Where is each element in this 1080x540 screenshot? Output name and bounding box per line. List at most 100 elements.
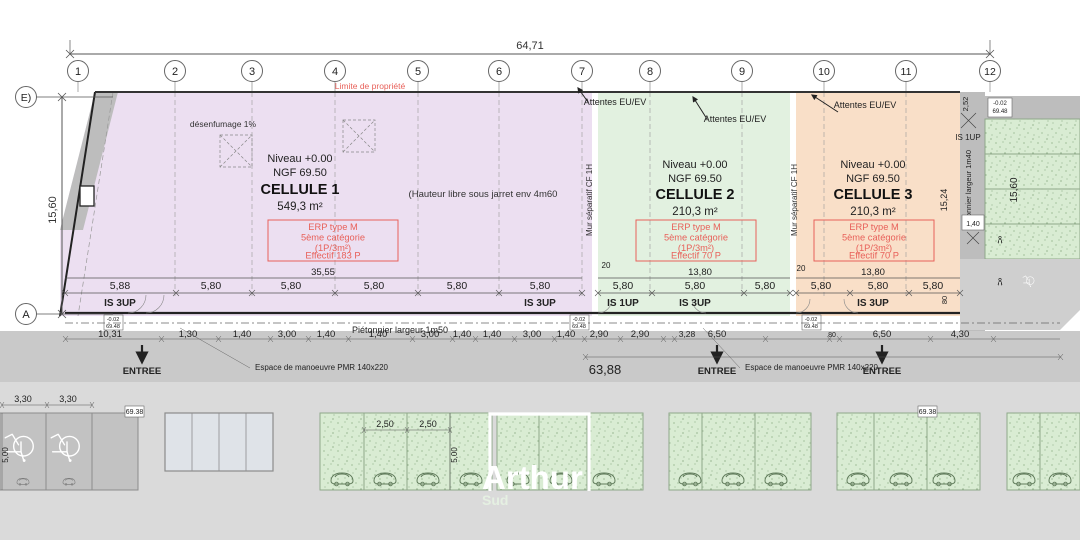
svg-text:15,60: 15,60 xyxy=(1009,177,1020,202)
svg-text:Espace de manoeuvre PMR 140x22: Espace de manoeuvre PMR 140x220 xyxy=(255,363,389,372)
svg-text:IS 1UP: IS 1UP xyxy=(955,133,980,142)
svg-text:12: 12 xyxy=(984,66,996,78)
svg-text:1,30: 1,30 xyxy=(179,329,198,340)
svg-text:Mur séparatif CF 1H: Mur séparatif CF 1H xyxy=(585,164,594,236)
svg-text:Sud: Sud xyxy=(482,492,508,508)
svg-text:63,88: 63,88 xyxy=(589,362,622,377)
svg-text:ENTREE: ENTREE xyxy=(123,366,162,377)
svg-text:4,30: 4,30 xyxy=(951,329,970,340)
svg-text:Niveau +0.00: Niveau +0.00 xyxy=(662,159,727,171)
svg-text:11: 11 xyxy=(901,66,912,78)
svg-text:15,24: 15,24 xyxy=(939,189,949,212)
svg-text:5ème catégorie: 5ème catégorie xyxy=(301,233,365,243)
svg-text:20: 20 xyxy=(602,261,611,270)
svg-text:IS 1UP: IS 1UP xyxy=(607,298,639,309)
svg-text:5,80: 5,80 xyxy=(613,280,634,292)
svg-text:6,50: 6,50 xyxy=(708,329,727,340)
svg-text:Espace de manoeuvre PMR 140x22: Espace de manoeuvre PMR 140x220 xyxy=(745,363,879,372)
svg-text:7: 7 xyxy=(579,66,585,78)
svg-text:3,00: 3,00 xyxy=(421,329,440,340)
svg-text:4: 4 xyxy=(332,66,338,78)
svg-text:2,90: 2,90 xyxy=(590,329,609,340)
svg-text:5,80: 5,80 xyxy=(685,280,706,292)
svg-text:NGF 69.50: NGF 69.50 xyxy=(273,167,327,179)
svg-text:549,3 m²: 549,3 m² xyxy=(277,201,323,213)
svg-text:Limite de propriété: Limite de propriété xyxy=(335,81,406,91)
svg-text:1,40: 1,40 xyxy=(557,329,576,340)
svg-text:10: 10 xyxy=(818,66,830,78)
svg-text:1,40: 1,40 xyxy=(453,329,472,340)
svg-text:3,00: 3,00 xyxy=(278,329,297,340)
svg-text:ERP type M: ERP type M xyxy=(849,222,898,232)
svg-text:-0.02: -0.02 xyxy=(805,317,818,323)
svg-text:(Hauteur libre sous jarret env: (Hauteur libre sous jarret env 4m60 xyxy=(409,189,558,200)
svg-text:Attentes EU/EV: Attentes EU/EV xyxy=(704,114,767,124)
svg-text:13,80: 13,80 xyxy=(688,267,712,278)
svg-text:IS 3UP: IS 3UP xyxy=(679,298,711,309)
svg-text:IS 3UP: IS 3UP xyxy=(524,298,556,309)
svg-text:15,60: 15,60 xyxy=(47,196,59,224)
svg-text:IS 3UP: IS 3UP xyxy=(104,298,136,309)
svg-text:Niveau +0.00: Niveau +0.00 xyxy=(840,159,905,171)
svg-text:2,52: 2,52 xyxy=(961,97,970,112)
svg-text:5,00: 5,00 xyxy=(450,447,459,463)
svg-text:A: A xyxy=(22,309,30,321)
svg-text:210,3 m²: 210,3 m² xyxy=(850,206,896,218)
svg-text:ERP type M: ERP type M xyxy=(308,222,357,232)
svg-text:5,80: 5,80 xyxy=(530,280,551,292)
svg-text:désenfumage 1%: désenfumage 1% xyxy=(190,119,257,129)
svg-text:3: 3 xyxy=(249,66,255,78)
svg-text:6: 6 xyxy=(496,66,502,78)
svg-text:5,80: 5,80 xyxy=(755,280,776,292)
svg-text:Effectif 70 P: Effectif 70 P xyxy=(671,251,721,261)
svg-text:5ème catégorie: 5ème catégorie xyxy=(842,233,906,243)
svg-text:80: 80 xyxy=(940,296,949,304)
svg-text:64,71: 64,71 xyxy=(516,40,544,52)
svg-text:-0.02: -0.02 xyxy=(993,101,1007,107)
svg-text:69.38: 69.38 xyxy=(919,409,937,416)
svg-text:8: 8 xyxy=(647,66,653,78)
svg-text:13,80: 13,80 xyxy=(861,267,885,278)
svg-text:9: 9 xyxy=(739,66,745,78)
svg-text:IS 3UP: IS 3UP xyxy=(857,298,889,309)
svg-text:5,80: 5,80 xyxy=(447,280,468,292)
svg-text:NGF 69.50: NGF 69.50 xyxy=(668,173,722,185)
svg-text:5,80: 5,80 xyxy=(364,280,385,292)
svg-text:10,31: 10,31 xyxy=(98,329,122,340)
svg-text:5: 5 xyxy=(415,66,421,78)
svg-text:3,30: 3,30 xyxy=(14,394,32,404)
svg-text:5,00: 5,00 xyxy=(1,447,10,463)
svg-text:E): E) xyxy=(21,92,32,104)
svg-text:1,40: 1,40 xyxy=(369,329,388,340)
svg-text:80: 80 xyxy=(828,332,836,339)
svg-text:2: 2 xyxy=(172,66,178,78)
svg-text:Effectif 183 P: Effectif 183 P xyxy=(305,251,360,261)
svg-text:Niveau +0.00: Niveau +0.00 xyxy=(267,153,332,165)
svg-text:1,40: 1,40 xyxy=(483,329,502,340)
svg-text:1: 1 xyxy=(75,66,81,78)
svg-text:1,40: 1,40 xyxy=(233,329,252,340)
svg-text:1,40: 1,40 xyxy=(317,329,336,340)
svg-text:Attentes EU/EV: Attentes EU/EV xyxy=(584,97,647,107)
svg-text:5,88: 5,88 xyxy=(110,280,131,292)
svg-text:Mur séparatif CF 1H: Mur séparatif CF 1H xyxy=(790,164,799,236)
svg-text:69.48: 69.48 xyxy=(804,324,818,330)
svg-text:2,50: 2,50 xyxy=(419,419,437,429)
svg-text:3,28: 3,28 xyxy=(679,329,696,339)
svg-text:ERP type M: ERP type M xyxy=(671,222,720,232)
svg-text:ENTREE: ENTREE xyxy=(698,366,737,377)
svg-text:Arthur: Arthur xyxy=(482,459,583,496)
svg-text:35,55: 35,55 xyxy=(311,267,335,278)
svg-text:5,80: 5,80 xyxy=(868,280,889,292)
svg-text:69.48: 69.48 xyxy=(992,109,1008,115)
svg-text:2,90: 2,90 xyxy=(631,329,650,340)
svg-text:3,00: 3,00 xyxy=(523,329,542,340)
svg-text:20: 20 xyxy=(797,264,806,273)
svg-text:CELLULE 3: CELLULE 3 xyxy=(834,187,913,203)
svg-text:69.38: 69.38 xyxy=(126,409,144,416)
svg-text:NGF 69.50: NGF 69.50 xyxy=(846,173,900,185)
svg-text:5,80: 5,80 xyxy=(811,280,832,292)
svg-text:5ème catégorie: 5ème catégorie xyxy=(664,233,728,243)
svg-text:2,50: 2,50 xyxy=(376,419,394,429)
svg-text:1,40: 1,40 xyxy=(966,221,980,228)
